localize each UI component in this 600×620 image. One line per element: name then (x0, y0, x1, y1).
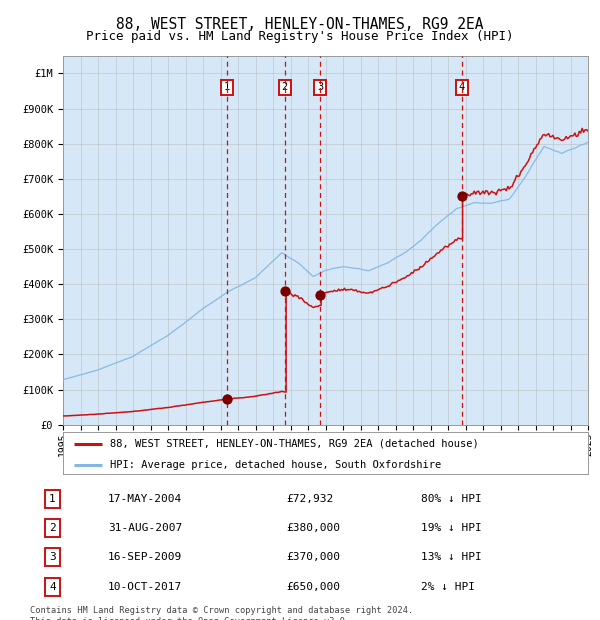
Point (223, 394, 232, 404)
Text: 17-MAY-2004: 17-MAY-2004 (108, 494, 182, 504)
Text: 19% ↓ HPI: 19% ↓ HPI (421, 523, 481, 533)
Text: Contains HM Land Registry data © Crown copyright and database right 2024.
This d: Contains HM Land Registry data © Crown c… (30, 606, 413, 620)
Point (280, 286, 290, 296)
Text: 16-SEP-2009: 16-SEP-2009 (108, 552, 182, 562)
Text: 2: 2 (281, 82, 288, 92)
Text: 10-OCT-2017: 10-OCT-2017 (108, 582, 182, 592)
Text: Price paid vs. HM Land Registry's House Price Index (HPI): Price paid vs. HM Land Registry's House … (86, 30, 514, 43)
Text: £370,000: £370,000 (287, 552, 341, 562)
Text: HPI: Average price, detached house, South Oxfordshire: HPI: Average price, detached house, Sout… (110, 460, 442, 470)
Text: £650,000: £650,000 (287, 582, 341, 592)
Text: 88, WEST STREET, HENLEY-ON-THAMES, RG9 2EA: 88, WEST STREET, HENLEY-ON-THAMES, RG9 2… (116, 17, 484, 32)
Text: 1: 1 (49, 494, 56, 504)
Text: 88, WEST STREET, HENLEY-ON-THAMES, RG9 2EA (detached house): 88, WEST STREET, HENLEY-ON-THAMES, RG9 2… (110, 439, 479, 449)
Text: 4: 4 (49, 582, 56, 592)
Text: £380,000: £380,000 (287, 523, 341, 533)
Text: 13% ↓ HPI: 13% ↓ HPI (421, 552, 481, 562)
Text: 80% ↓ HPI: 80% ↓ HPI (421, 494, 481, 504)
Text: £72,932: £72,932 (287, 494, 334, 504)
Text: 3: 3 (317, 82, 323, 92)
Text: 4: 4 (458, 82, 465, 92)
Text: 1: 1 (224, 82, 230, 92)
Point (457, 192, 466, 202)
Point (316, 290, 325, 299)
Text: 2% ↓ HPI: 2% ↓ HPI (421, 582, 475, 592)
Text: 3: 3 (49, 552, 56, 562)
Text: 2: 2 (49, 523, 56, 533)
Text: 31-AUG-2007: 31-AUG-2007 (108, 523, 182, 533)
